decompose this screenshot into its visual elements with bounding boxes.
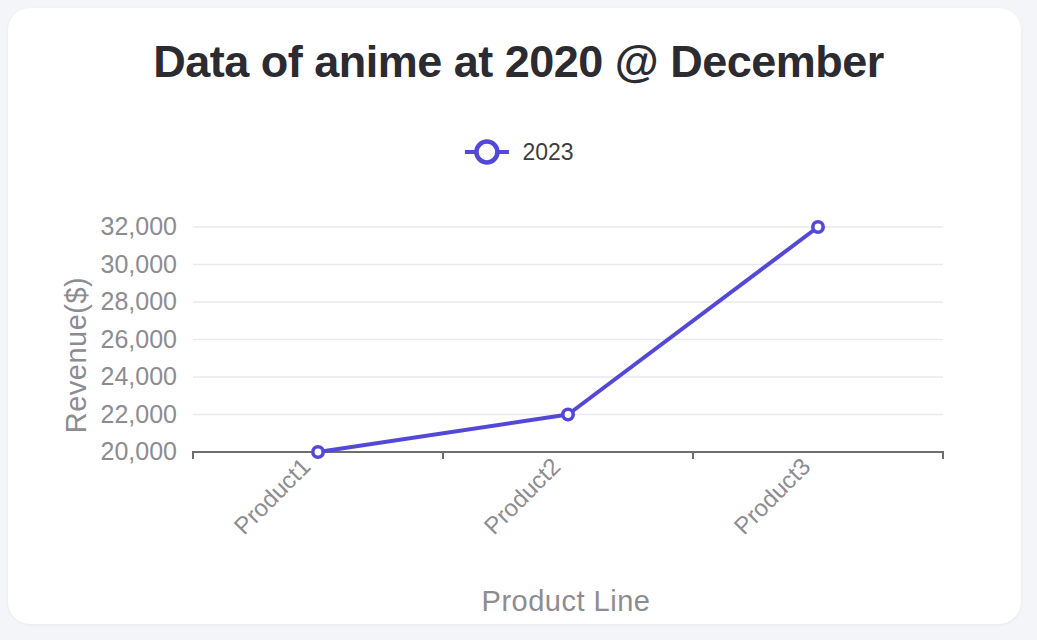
data-point-marker[interactable] [813, 222, 823, 232]
x-tick-label: Product2 [479, 452, 566, 539]
y-tick-label: 28,000 [101, 287, 177, 315]
y-tick-label: 32,000 [101, 212, 177, 240]
y-tick-label: 20,000 [101, 437, 177, 465]
data-point-marker[interactable] [313, 447, 323, 457]
page-background: Data of anime at 2020 @ December 2023 Re… [0, 0, 1037, 640]
y-tick-label: 26,000 [101, 325, 177, 353]
x-tick-label: Product3 [729, 452, 816, 539]
x-tick-label: Product1 [229, 452, 316, 539]
y-tick-label: 22,000 [101, 400, 177, 428]
data-point-marker[interactable] [563, 409, 573, 419]
line-chart: 20,000 22,000 24,000 26,000 28,000 30,000 32,0… [0, 0, 1037, 640]
y-tick-label: 24,000 [101, 362, 177, 390]
y-tick-label: 30,000 [101, 250, 177, 278]
